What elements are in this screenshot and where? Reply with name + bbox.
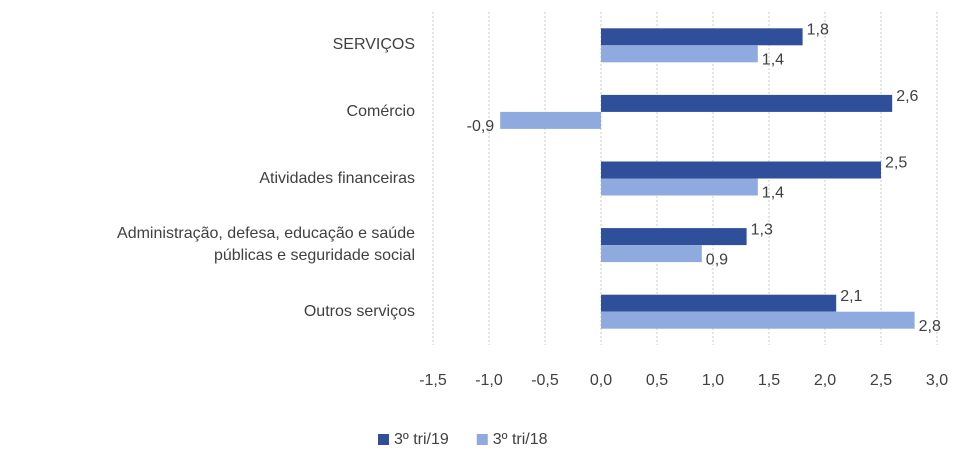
x-tick-label: 1,5: [758, 372, 780, 389]
value-label: 2,5: [885, 155, 907, 172]
bar: [500, 111, 601, 129]
bar: [601, 28, 803, 46]
x-tick-label: 1,0: [702, 372, 724, 389]
category-label: Outros serviços: [303, 302, 415, 320]
value-label: 0,9: [706, 251, 728, 268]
value-label: 2,6: [896, 88, 918, 105]
category-label: Atividades financeiras: [259, 169, 415, 187]
legend-swatch: [476, 434, 488, 445]
value-label: 1,4: [762, 52, 784, 69]
value-label: 2,1: [840, 288, 862, 305]
bar: [601, 94, 893, 112]
category-label: Administração, defesa, educação e saúde …: [117, 225, 415, 265]
category-label: SERVIÇOS: [332, 36, 415, 54]
bar: [601, 45, 758, 63]
category-label: Comércio: [346, 102, 415, 120]
x-tick-label: -1,5: [419, 372, 447, 389]
bar: [601, 294, 837, 312]
value-label: 2,8: [919, 318, 941, 335]
value-label: 1,3: [751, 221, 773, 238]
x-tick-label: 0,5: [646, 372, 668, 389]
x-tick-label: 0,0: [590, 372, 612, 389]
bar: [601, 161, 881, 179]
value-label: 1,8: [807, 22, 829, 39]
x-tick-label: 3,0: [926, 372, 948, 389]
x-tick-label: 2,0: [814, 372, 836, 389]
bar: [601, 178, 758, 196]
value-label: -0,9: [467, 118, 495, 135]
x-tick-label: -0,5: [531, 372, 559, 389]
value-label: 1,4: [762, 185, 784, 202]
x-tick-label: 2,5: [870, 372, 892, 389]
legend-swatch: [378, 434, 389, 445]
legend-label: 3º tri/18: [493, 431, 548, 448]
bar: [601, 228, 747, 246]
legend-label: 3º tri/19: [394, 431, 449, 448]
bar: [601, 245, 702, 263]
bar: [601, 311, 915, 329]
x-tick-label: -1,0: [475, 372, 503, 389]
